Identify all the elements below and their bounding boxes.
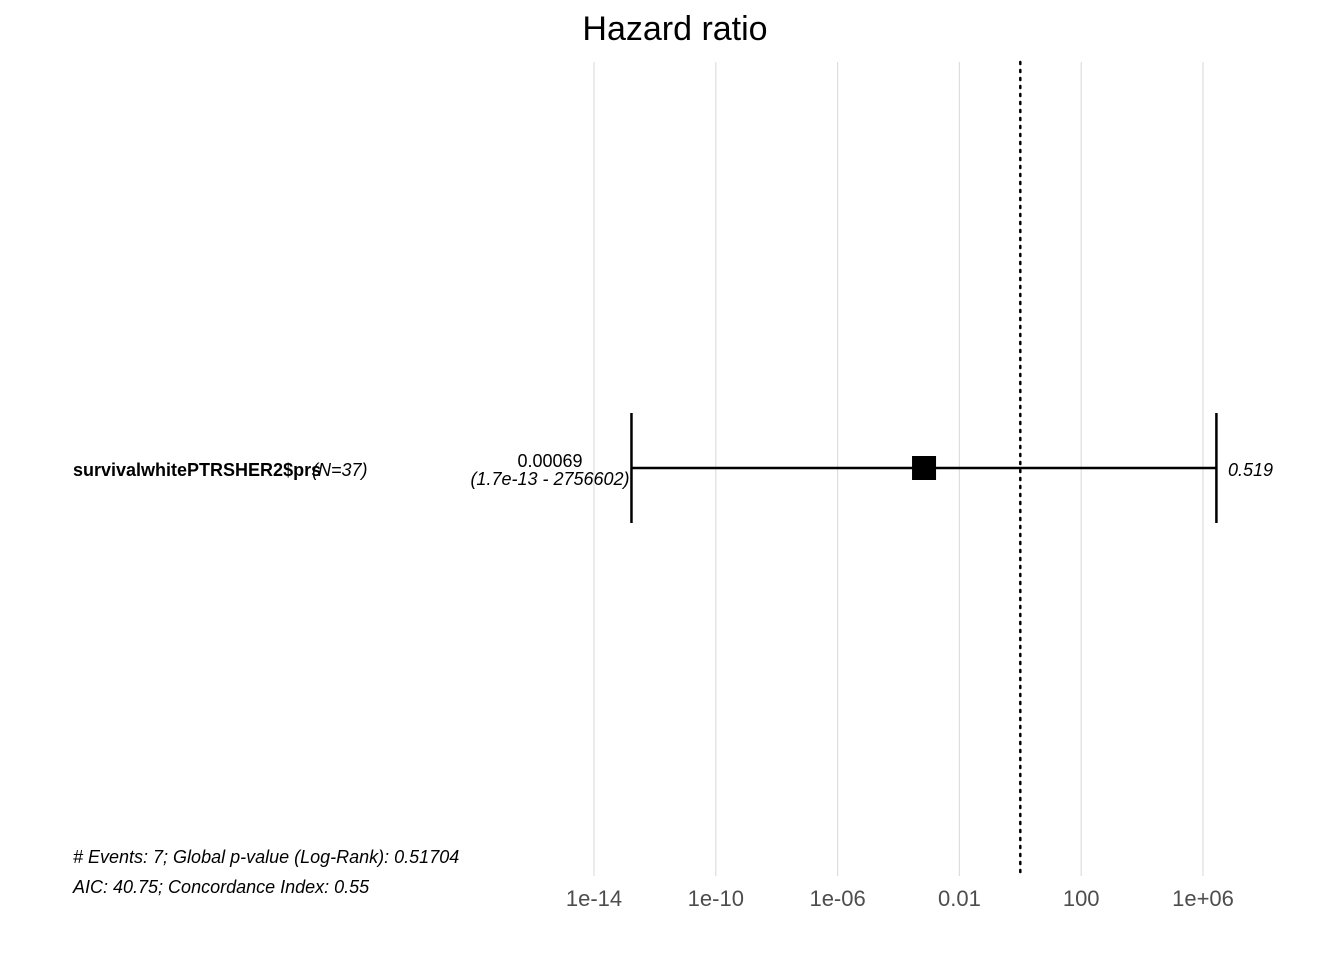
- x-tick-label-2: 1e-06: [809, 886, 865, 911]
- variable-label: survivalwhitePTRSHER2$prs: [73, 460, 321, 480]
- forest-row-0: survivalwhitePTRSHER2$prs(N=37) 0.00069(1…: [73, 413, 1273, 523]
- x-axis-ticks: 1e-14 1e-10 1e-06 0.01 100 1e+06: [566, 886, 1234, 911]
- x-tick-label-5: 1e+06: [1172, 886, 1234, 911]
- footnote-aic: AIC: 40.75; Concordance Index: 0.55: [72, 877, 370, 897]
- forest-rows: survivalwhitePTRSHER2$prs(N=37) 0.00069(1…: [73, 413, 1273, 523]
- ci-value-label: (1.7e-13 - 2756602): [470, 469, 629, 489]
- x-tick-label-0: 1e-14: [566, 886, 622, 911]
- x-tick-label-3: 0.01: [938, 886, 981, 911]
- x-tick-label-4: 100: [1063, 886, 1100, 911]
- x-tick-label-1: 1e-10: [688, 886, 744, 911]
- chart-title: Hazard ratio: [582, 10, 767, 48]
- p-value-label: 0.519: [1228, 460, 1273, 480]
- footnote-events: # Events: 7; Global p-value (Log-Rank): …: [73, 847, 459, 867]
- hr-point: [912, 456, 937, 480]
- n-label: (N=37): [312, 460, 368, 480]
- hr-value-label: 0.00069: [517, 451, 582, 471]
